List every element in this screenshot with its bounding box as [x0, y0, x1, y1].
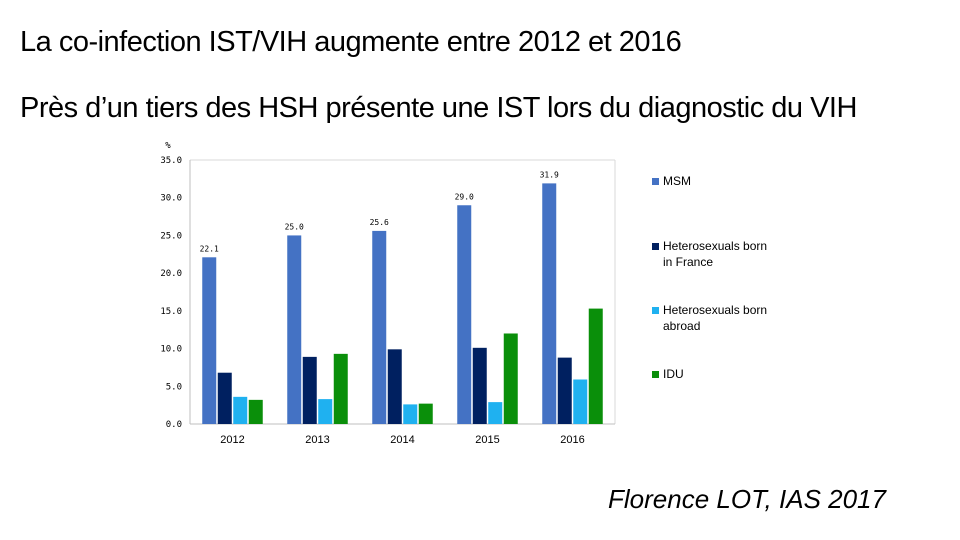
- data-label: 22.1: [200, 244, 219, 253]
- bar-msm-2012: [202, 257, 217, 424]
- slide-title: La co-infection IST/VIH augmente entre 2…: [20, 26, 682, 58]
- bar-heterosexuals-born-in-france-2015: [472, 347, 487, 424]
- y-axis-ticks: 0.0 5.0 10.0 15.0 20.0 25.0 30.0 35.0: [160, 156, 182, 430]
- bars: [202, 183, 603, 424]
- bar-heterosexuals-born-abroad-2016: [573, 379, 588, 424]
- y-tick-label: 5.0: [166, 382, 182, 392]
- bar-heterosexuals-born-abroad-2015: [488, 402, 503, 424]
- legend-swatch: [652, 307, 659, 314]
- data-label: 31.9: [540, 170, 559, 179]
- slide-subtitle: Près d’un tiers des HSH présente une IST…: [20, 92, 857, 124]
- bar-heterosexuals-born-in-france-2013: [302, 356, 317, 424]
- x-tick-label: 2016: [560, 434, 584, 446]
- y-tick-label: 10.0: [160, 345, 182, 355]
- y-tick-label: 0.0: [166, 420, 182, 430]
- x-tick-label: 2014: [390, 434, 414, 446]
- legend-swatch: [652, 371, 659, 378]
- legend-swatch: [652, 178, 659, 185]
- bar-msm-2013: [287, 235, 302, 424]
- legend: MSM Heterosexuals born in France Heterosexu…: [652, 174, 767, 381]
- bar-idu-2016: [588, 308, 603, 424]
- bar-idu-2014: [418, 403, 433, 424]
- bar-heterosexuals-born-abroad-2014: [403, 404, 418, 424]
- x-tick-label: 2012: [220, 434, 244, 446]
- y-tick-label: 15.0: [160, 307, 182, 317]
- y-tick-label: 30.0: [160, 194, 182, 204]
- bar-idu-2012: [248, 399, 263, 424]
- x-tick-label: 2013: [305, 434, 329, 446]
- bar-heterosexuals-born-abroad-2013: [318, 399, 333, 424]
- bar-msm-2014: [372, 230, 387, 424]
- x-tick-label: 2015: [475, 434, 499, 446]
- data-label: 29.0: [455, 192, 474, 201]
- y-tick-label: 35.0: [160, 156, 182, 166]
- bar-heterosexuals-born-abroad-2012: [233, 396, 248, 424]
- legend-entry: Heterosexuals born in France: [663, 239, 767, 269]
- bar-heterosexuals-born-in-france-2012: [217, 372, 232, 424]
- data-label: 25.0: [285, 222, 304, 231]
- y-axis-label: %: [165, 141, 171, 151]
- source-citation: Florence LOT, IAS 2017: [608, 484, 886, 514]
- legend-entry: IDU: [663, 367, 684, 381]
- bar-heterosexuals-born-in-france-2014: [387, 349, 402, 424]
- bar-heterosexuals-born-in-france-2016: [557, 357, 572, 424]
- legend-entry: MSM: [663, 174, 691, 188]
- bar-idu-2015: [503, 333, 518, 424]
- x-axis-ticks: 2012 2013 2014 2015 2016: [220, 434, 584, 446]
- bar-msm-2016: [542, 183, 557, 424]
- y-tick-label: 25.0: [160, 231, 182, 241]
- bar-msm-2015: [457, 205, 472, 424]
- data-label: 25.6: [370, 218, 389, 227]
- data-labels: 22.1 25.0 25.6 29.0 31.9: [200, 170, 559, 253]
- legend-entry: Heterosexuals born abroad: [663, 303, 767, 333]
- legend-swatch: [652, 243, 659, 250]
- bar-idu-2013: [333, 353, 348, 424]
- y-tick-label: 20.0: [160, 269, 182, 279]
